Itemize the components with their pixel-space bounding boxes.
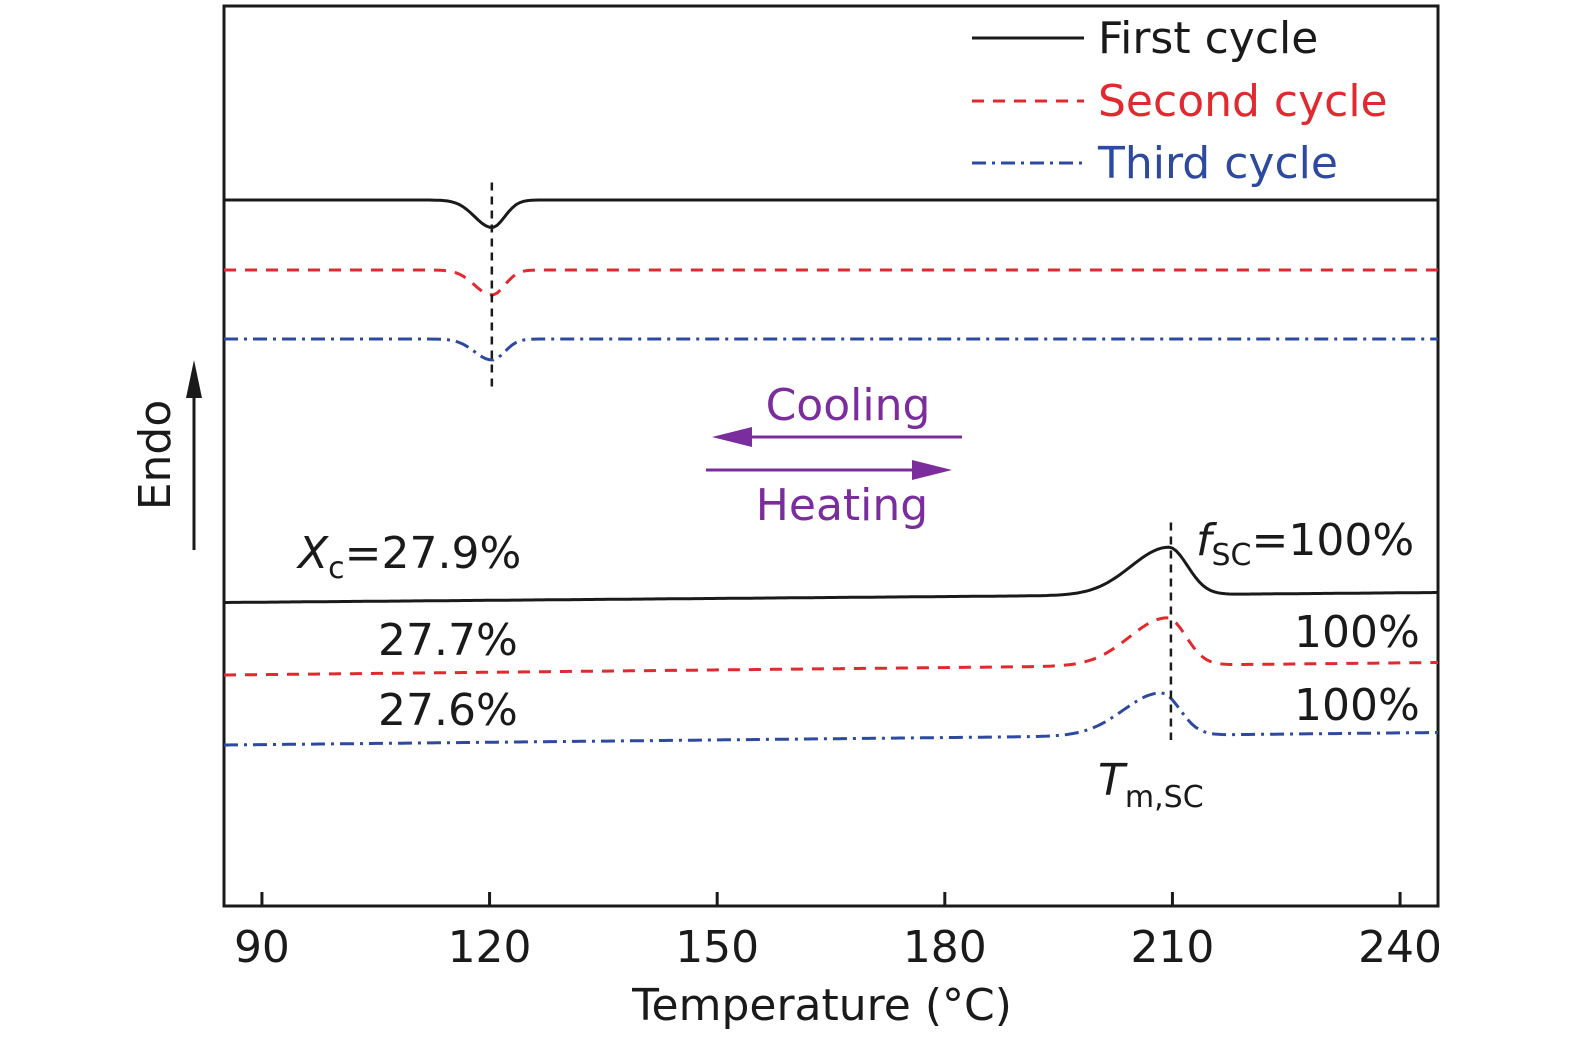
peak-markers <box>490 182 1173 740</box>
xc-annotation-third: 27.6% <box>378 685 518 736</box>
cooling-arrow-head <box>712 427 752 447</box>
heating-curve-1 <box>224 545 1438 604</box>
cooling-label: Cooling <box>766 380 931 431</box>
series-group <box>224 198 1438 747</box>
xc-annotation-second: 27.7% <box>378 615 518 666</box>
x-tick-label-90: 90 <box>234 922 290 973</box>
x-tick-label-210: 210 <box>1130 922 1214 973</box>
x-tick-label-150: 150 <box>675 922 759 973</box>
y-axis-label: Endo <box>130 400 181 511</box>
fsc-annotation-third: 100% <box>1294 680 1420 731</box>
fsc-annotation-second: 100% <box>1294 607 1420 658</box>
cooling-curve-2 <box>224 268 1438 297</box>
x-axis-ticks: 90 120 150 180 210 240 <box>234 892 1442 973</box>
heating-label: Heating <box>756 480 928 531</box>
x-tick-label-240: 240 <box>1358 922 1442 973</box>
cooling-curve-3 <box>224 337 1438 362</box>
x-tick-label-180: 180 <box>903 922 987 973</box>
legend-label-third: Third cycle <box>1097 138 1338 189</box>
endo-arrow <box>186 360 202 550</box>
legend-label-first: First cycle <box>1098 13 1318 64</box>
x-axis-label: Temperature (°C) <box>631 980 1012 1031</box>
legend: First cycle Second cycle Third cycle <box>972 13 1388 189</box>
xc-annotation-first: Xc=27.9% <box>296 528 521 586</box>
heating-indicator: Heating <box>706 460 952 531</box>
tm-annotation: Tm,SC <box>1098 755 1204 815</box>
heating-arrow-head <box>912 460 952 480</box>
x-tick-label-120: 120 <box>448 922 532 973</box>
fsc-annotation-first: fSC=100% <box>1196 515 1414 573</box>
cooling-curve-1 <box>224 198 1438 229</box>
cooling-indicator: Cooling <box>712 380 962 447</box>
plot-frame <box>222 4 1440 908</box>
legend-label-second: Second cycle <box>1098 76 1388 127</box>
